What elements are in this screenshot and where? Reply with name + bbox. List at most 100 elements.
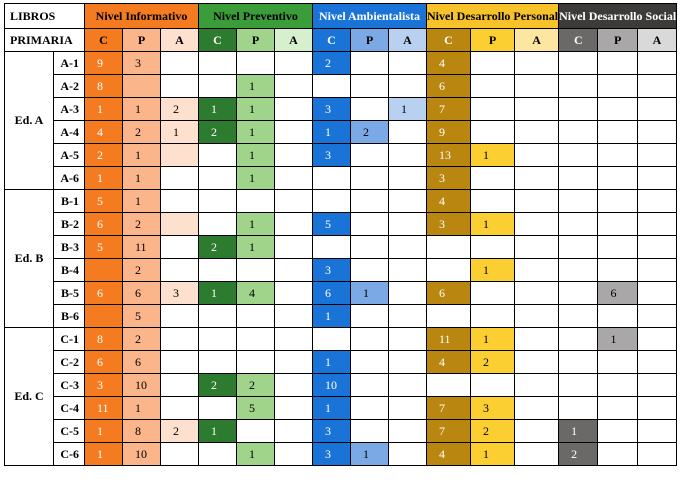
sub-header-1-c: C bbox=[84, 28, 123, 52]
value-cell bbox=[160, 442, 199, 466]
value-cell: 2 bbox=[312, 51, 351, 75]
book-id-cell: B-6 bbox=[53, 304, 85, 328]
value-cell bbox=[558, 166, 599, 190]
book-level-table: LIBROS Nivel Informativo Nivel Preventivo… bbox=[4, 3, 678, 466]
value-cell bbox=[388, 143, 427, 167]
value-cell bbox=[558, 143, 599, 167]
table-row: C-2 6 6 1 4 2 bbox=[5, 350, 678, 374]
value-cell: 2 bbox=[198, 373, 237, 397]
value-cell bbox=[350, 51, 389, 75]
value-cell bbox=[558, 97, 599, 121]
value-cell: 8 bbox=[122, 419, 161, 443]
value-cell: 1 bbox=[122, 97, 161, 121]
sub-header-3-p: P bbox=[350, 28, 389, 52]
edition-label: Ed. C bbox=[4, 327, 54, 466]
value-cell: 7 bbox=[425, 97, 472, 121]
sub-header-4-p: P bbox=[470, 28, 516, 52]
value-cell bbox=[160, 189, 199, 213]
sub-header-4-c: C bbox=[425, 28, 472, 52]
sub-header-3-c: C bbox=[312, 28, 351, 52]
value-cell: 1 bbox=[84, 442, 123, 466]
value-cell bbox=[514, 396, 560, 420]
value-cell bbox=[470, 189, 516, 213]
table-row: A-2 8 1 6 bbox=[5, 74, 678, 98]
value-cell bbox=[198, 396, 237, 420]
value-cell bbox=[350, 419, 389, 443]
value-cell bbox=[274, 327, 313, 351]
value-cell bbox=[236, 258, 275, 282]
value-cell bbox=[274, 442, 313, 466]
value-cell: 2 bbox=[350, 120, 389, 144]
value-cell bbox=[388, 327, 427, 351]
value-cell: 5 bbox=[84, 235, 123, 259]
value-cell bbox=[558, 74, 599, 98]
value-cell bbox=[160, 396, 199, 420]
value-cell bbox=[388, 419, 427, 443]
value-cell bbox=[636, 189, 678, 213]
value-cell bbox=[514, 281, 560, 305]
value-cell bbox=[597, 74, 638, 98]
book-id-cell: A-5 bbox=[53, 143, 85, 167]
value-cell bbox=[274, 166, 313, 190]
value-cell: 3 bbox=[312, 97, 351, 121]
value-cell: 3 bbox=[84, 373, 123, 397]
corner-primaria-label: PRIMARIA bbox=[4, 28, 85, 52]
value-cell bbox=[597, 51, 638, 75]
value-cell bbox=[636, 419, 678, 443]
value-cell bbox=[470, 97, 516, 121]
value-cell bbox=[558, 350, 599, 374]
table-row: B-4 2 3 1 bbox=[5, 258, 678, 282]
value-cell bbox=[312, 235, 351, 259]
value-cell bbox=[388, 350, 427, 374]
level-title-5: Nivel Desarrollo Social bbox=[558, 3, 678, 29]
value-cell: 1 bbox=[236, 235, 275, 259]
value-cell bbox=[198, 212, 237, 236]
value-cell: 9 bbox=[84, 51, 123, 75]
table-row: Ed. C C-1 8 2 11 1 1 bbox=[4, 327, 678, 466]
value-cell: 5 bbox=[84, 189, 123, 213]
value-cell bbox=[388, 396, 427, 420]
value-cell bbox=[350, 212, 389, 236]
value-cell: 1 bbox=[236, 212, 275, 236]
value-cell: 1 bbox=[470, 327, 516, 351]
value-cell bbox=[514, 189, 560, 213]
value-cell bbox=[160, 74, 199, 98]
edition-label: Ed. B bbox=[4, 189, 54, 328]
value-cell: 1 bbox=[312, 396, 351, 420]
value-cell bbox=[388, 51, 427, 75]
value-cell bbox=[274, 212, 313, 236]
book-id-cell: C-1 bbox=[53, 327, 85, 351]
value-cell: 1 bbox=[84, 97, 123, 121]
value-cell bbox=[558, 281, 599, 305]
value-cell: 1 bbox=[470, 442, 516, 466]
value-cell bbox=[470, 74, 516, 98]
value-cell: 6 bbox=[84, 350, 123, 374]
table-row: B-5 6 6 3 1 4 6 1 6 6 bbox=[5, 281, 678, 305]
value-cell: 1 bbox=[470, 143, 516, 167]
value-cell bbox=[558, 396, 599, 420]
value-cell bbox=[312, 166, 351, 190]
table-row: C-5 1 8 2 1 3 7 2 1 bbox=[5, 419, 678, 443]
value-cell bbox=[514, 166, 560, 190]
value-cell bbox=[636, 396, 678, 420]
value-cell: 2 bbox=[470, 350, 516, 374]
value-cell: 1 bbox=[597, 327, 638, 351]
value-cell: 2 bbox=[160, 419, 199, 443]
table-row: B-3 5 11 2 1 bbox=[5, 235, 678, 259]
value-cell bbox=[636, 166, 678, 190]
value-cell: 6 bbox=[84, 281, 123, 305]
value-cell bbox=[274, 373, 313, 397]
value-cell bbox=[514, 212, 560, 236]
value-cell bbox=[160, 166, 199, 190]
value-cell bbox=[350, 97, 389, 121]
value-cell bbox=[514, 120, 560, 144]
sub-header-1-p: P bbox=[122, 28, 161, 52]
sub-header-5-c: C bbox=[558, 28, 599, 52]
value-cell bbox=[597, 143, 638, 167]
value-cell bbox=[558, 189, 599, 213]
value-cell bbox=[388, 235, 427, 259]
value-cell bbox=[470, 281, 516, 305]
value-cell bbox=[312, 189, 351, 213]
sub-header-4-a: A bbox=[514, 28, 560, 52]
value-cell bbox=[636, 327, 678, 351]
